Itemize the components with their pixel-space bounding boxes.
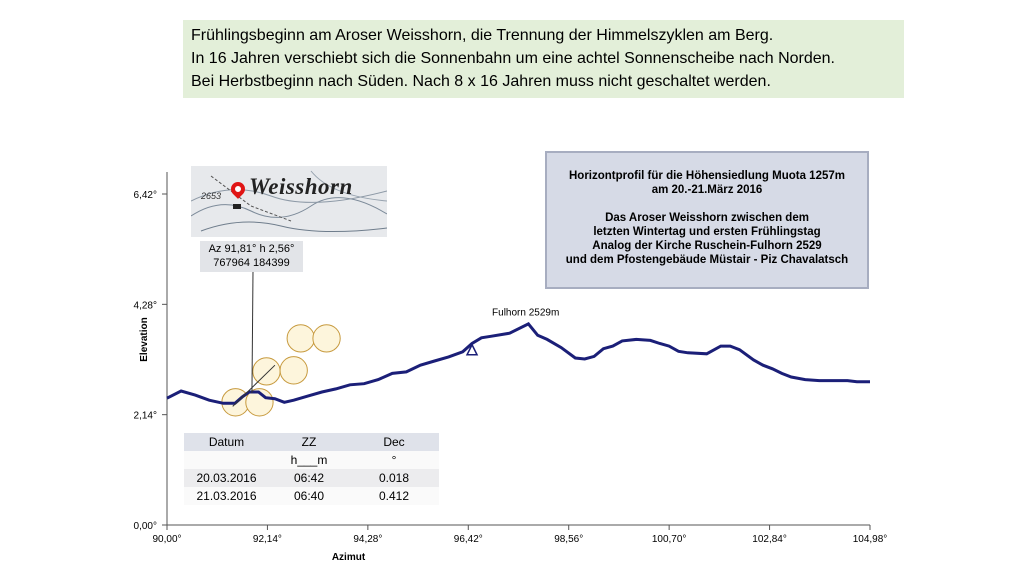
table-cell: h___m — [269, 451, 349, 469]
table-cell: ° — [349, 451, 439, 469]
table-header-row: Datum ZZ Dec — [184, 433, 439, 451]
x-axis-label: Azimut — [332, 552, 366, 563]
y-tick-label: 4,28° — [134, 300, 157, 311]
x-tick-label: 90,00° — [152, 534, 181, 545]
x-tick-label: 98,56° — [554, 534, 583, 545]
sun-disc — [279, 356, 308, 385]
info-box: Horizontprofil für die Höhensiedlung Muo… — [545, 151, 869, 289]
table-cell: 20.03.2016 — [184, 469, 269, 487]
caption-box: Frühlingsbeginn am Aroser Weisshorn, die… — [183, 20, 904, 98]
x-tick-label: 102,84° — [752, 534, 787, 545]
table-header-cell: ZZ — [269, 433, 349, 451]
annotation-leader-line — [251, 270, 254, 394]
y-axis-label: Elevation — [139, 317, 150, 361]
sun-disc — [245, 388, 274, 417]
map-inset: 2653 Weisshorn — [191, 166, 387, 237]
sunrise-table: Datum ZZ Dec h___m ° 20.03.2016 06:42 0.… — [184, 433, 439, 505]
x-tick-label: 104,98° — [853, 534, 888, 545]
annotation-line: 767964 184399 — [213, 257, 290, 269]
y-tick-label: 0,00° — [134, 521, 157, 532]
table-row: 21.03.2016 06:40 0.412 — [184, 487, 439, 505]
fulhorn-label: Fulhorn 2529m — [492, 308, 559, 319]
table-cell: 21.03.2016 — [184, 487, 269, 505]
info-line: Das Aroser Weisshorn zwischen dem — [605, 212, 809, 224]
sun-disc — [252, 357, 281, 386]
fulhorn-marker-icon — [465, 343, 479, 356]
caption-line: In 16 Jahren verschiebt sich die Sonnenb… — [191, 50, 835, 67]
table-unit-row: h___m ° — [184, 451, 439, 469]
annotation-line: Az 91,81° h 2,56° — [208, 243, 295, 255]
info-line: Analog der Kirche Ruschein-Fulhorn 2529 — [592, 240, 822, 252]
sun-disc — [286, 324, 315, 353]
caption-line: Frühlingsbeginn am Aroser Weisshorn, die… — [191, 27, 774, 44]
caption-line: Bei Herbstbeginn nach Süden. Nach 8 x 16… — [191, 73, 771, 90]
x-tick-label: 100,70° — [652, 534, 687, 545]
table-header-cell: Datum — [184, 433, 269, 451]
map-terrain — [191, 170, 387, 233]
table-cell — [184, 451, 269, 469]
y-tick-label: 6,42° — [134, 190, 157, 201]
info-line: am 20.-21.März 2016 — [651, 184, 763, 196]
x-tick-label: 94,28° — [353, 534, 382, 545]
info-line: Horizontprofil für die Höhensiedlung Muo… — [568, 170, 845, 182]
map-title: Weisshorn — [249, 174, 353, 199]
x-tick-label: 92,14° — [253, 534, 282, 545]
sun-path-line — [232, 364, 276, 407]
info-line — [547, 197, 867, 211]
table-cell: 0.412 — [349, 487, 439, 505]
info-line: und dem Pfostengebäude Müstair - Piz Cha… — [565, 254, 849, 266]
table-cell: 0.018 — [349, 469, 439, 487]
x-tick-label: 96,42° — [454, 534, 483, 545]
info-line: letzten Wintertag und ersten Frühlingsta… — [593, 226, 821, 238]
table-cell: 06:42 — [269, 469, 349, 487]
annotation-callout: Az 91,81° h 2,56° 767964 184399 — [200, 241, 303, 272]
horizon-profile-line — [166, 322, 870, 405]
sun-disc — [312, 324, 341, 353]
map-spot-height: 2653 — [201, 191, 222, 201]
table-cell: 06:40 — [269, 487, 349, 505]
y-tick-label: 2,14° — [134, 411, 157, 422]
table-header-cell: Dec — [349, 433, 439, 451]
table-row: 20.03.2016 06:42 0.018 — [184, 469, 439, 487]
